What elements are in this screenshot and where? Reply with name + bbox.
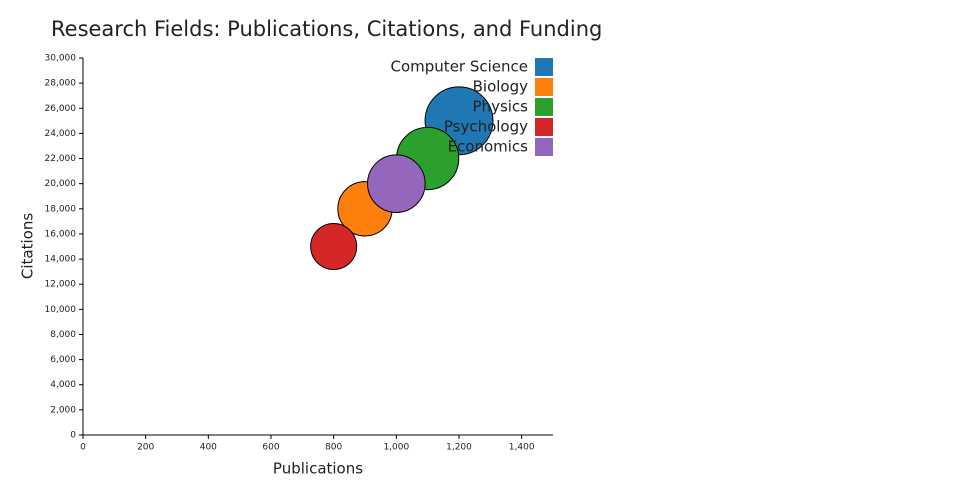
x-tick-label: 400 bbox=[200, 443, 217, 453]
y-tick-label: 6,000 bbox=[50, 355, 76, 365]
y-tick-label: 16,000 bbox=[45, 229, 77, 239]
y-tick-label: 0 bbox=[70, 431, 76, 441]
y-tick-label: 26,000 bbox=[45, 104, 77, 114]
y-tick-label: 30,000 bbox=[45, 54, 77, 64]
legend-swatch bbox=[535, 78, 553, 96]
y-tick-label: 20,000 bbox=[45, 179, 77, 189]
legend-label: Physics bbox=[473, 98, 529, 116]
legend-swatch bbox=[535, 58, 553, 76]
legend-label: Computer Science bbox=[391, 58, 528, 76]
x-tick-label: 1,200 bbox=[446, 443, 472, 453]
y-tick-label: 18,000 bbox=[45, 204, 77, 214]
chart-title: Research Fields: Publications, Citations… bbox=[51, 17, 602, 41]
x-axis-title: Publications bbox=[273, 460, 363, 478]
bubble bbox=[367, 154, 426, 213]
legend-label: Economics bbox=[448, 138, 529, 156]
legend-label: Biology bbox=[473, 78, 529, 96]
y-axis-title: Citations bbox=[19, 213, 37, 279]
x-tick-label: 1,400 bbox=[509, 443, 535, 453]
y-tick-label: 4,000 bbox=[50, 380, 76, 390]
y-tick-label: 12,000 bbox=[45, 280, 77, 290]
legend-swatch bbox=[535, 98, 553, 116]
y-tick-label: 28,000 bbox=[45, 79, 77, 89]
y-tick-label: 10,000 bbox=[45, 305, 77, 315]
bubble bbox=[310, 222, 358, 271]
x-tick-label: 800 bbox=[325, 443, 342, 453]
y-tick-label: 14,000 bbox=[45, 255, 77, 265]
y-tick-label: 22,000 bbox=[45, 154, 77, 164]
x-tick-label: 1,000 bbox=[383, 443, 409, 453]
x-tick-label: 0 bbox=[80, 443, 86, 453]
legend-swatch bbox=[535, 138, 553, 156]
legend-label: Psychology bbox=[444, 118, 528, 136]
y-tick-label: 2,000 bbox=[50, 405, 76, 415]
x-tick-label: 200 bbox=[137, 443, 154, 453]
x-tick-label: 600 bbox=[262, 443, 279, 453]
y-tick-label: 24,000 bbox=[45, 129, 77, 139]
y-tick-label: 8,000 bbox=[50, 330, 76, 340]
legend-swatch bbox=[535, 118, 553, 136]
